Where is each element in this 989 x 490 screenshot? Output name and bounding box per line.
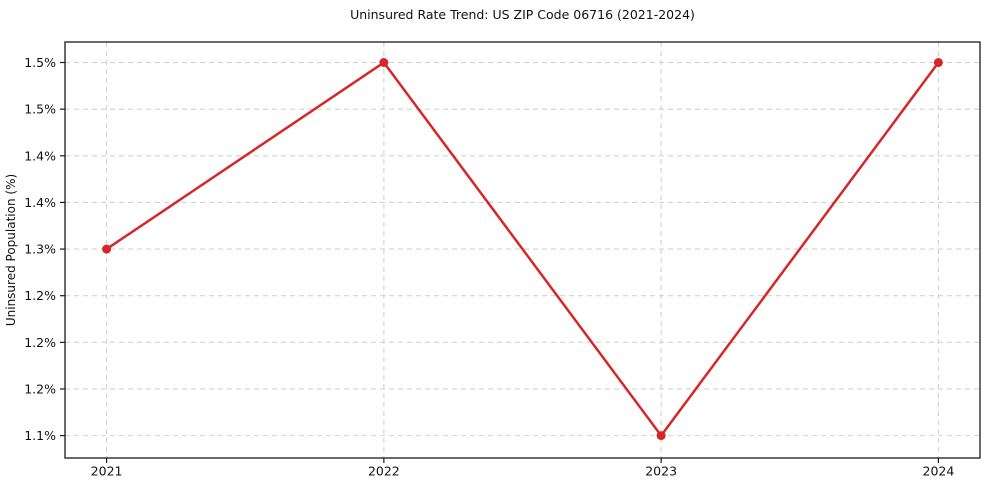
data-point-2021 bbox=[102, 244, 112, 254]
data-point-2022 bbox=[379, 58, 389, 68]
trend-line bbox=[105, 61, 940, 437]
x-tick-label: 2024 bbox=[923, 464, 955, 479]
y-tick-label: 1.2% bbox=[24, 288, 56, 303]
data-point-2024 bbox=[933, 58, 943, 68]
y-tick-label: 1.2% bbox=[24, 381, 56, 396]
x-tick-label: 2022 bbox=[368, 464, 400, 479]
y-tick-label: 1.3% bbox=[24, 242, 56, 257]
chart-title: Uninsured Rate Trend: US ZIP Code 06716 … bbox=[350, 7, 695, 22]
y-tick-label: 1.5% bbox=[24, 55, 56, 70]
y-tick-label: 1.5% bbox=[24, 102, 56, 117]
axes-spines bbox=[64, 41, 981, 459]
data-point-2023 bbox=[656, 431, 666, 441]
x-tick-label: 2023 bbox=[645, 464, 677, 479]
y-tick-label: 1.1% bbox=[24, 428, 56, 443]
y-tick-label: 1.2% bbox=[24, 335, 56, 350]
y-tick-label: 1.4% bbox=[24, 148, 56, 163]
x-tick-label: 2021 bbox=[91, 464, 123, 479]
y-tick-label: 1.4% bbox=[24, 195, 56, 210]
